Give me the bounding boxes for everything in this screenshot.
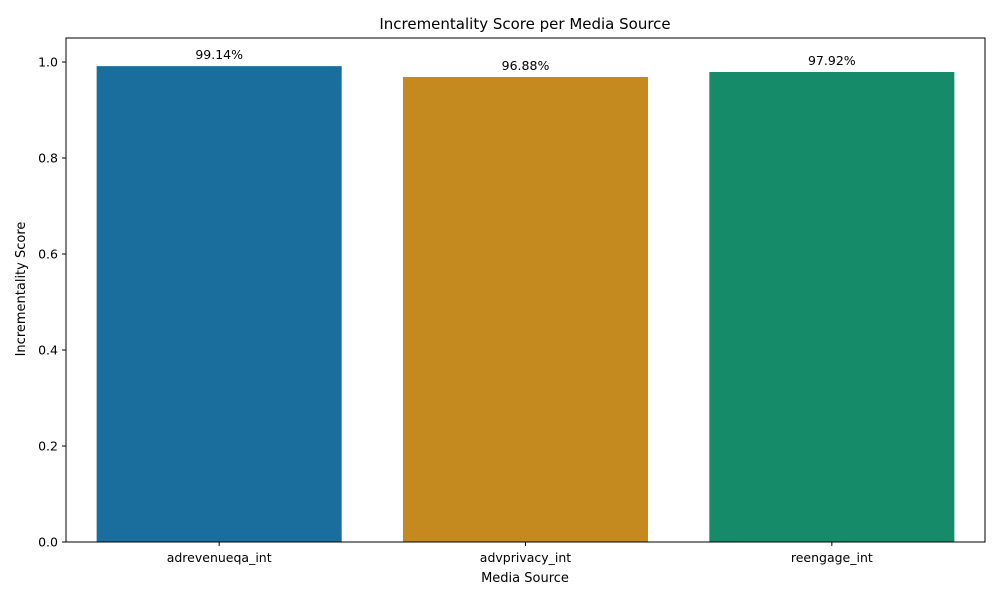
x-tick-label-adrevenueqa_int: adrevenueqa_int (167, 550, 272, 565)
y-tick-label: 1.0 (38, 55, 58, 70)
y-tick-label: 0.6 (38, 247, 58, 262)
data-labels-group: 99.14% 96.88% 97.92% (195, 47, 855, 73)
x-tick-label-advprivacy_int: advprivacy_int (480, 550, 572, 565)
y-tick-label: 0.8 (38, 151, 58, 166)
y-axis: 0.0 0.2 0.4 0.6 0.8 1.0 (38, 55, 66, 550)
bars-group (96, 66, 955, 543)
x-axis-label: Media Source (481, 571, 569, 586)
bar-adrevenueqa_int (96, 66, 342, 543)
data-label-reengage_int: 97.92% (808, 53, 856, 68)
x-tick-label-reengage_int: reengage_int (791, 550, 873, 565)
y-axis-label: Incrementality Score (14, 222, 29, 357)
y-tick-label: 0.4 (38, 343, 58, 358)
bar-reengage_int (709, 71, 955, 542)
y-tick-label: 0.0 (38, 535, 58, 550)
chart-title: Incrementality Score per Media Source (379, 15, 670, 33)
data-label-advprivacy_int: 96.88% (502, 58, 550, 73)
plot-frame (65, 37, 986, 543)
x-axis: adrevenueqa_int advprivacy_int reengage_in… (167, 542, 873, 565)
y-tick-label: 0.2 (38, 439, 58, 454)
data-label-adrevenueqa_int: 99.14% (195, 47, 243, 62)
bar-advprivacy_int (402, 76, 649, 542)
